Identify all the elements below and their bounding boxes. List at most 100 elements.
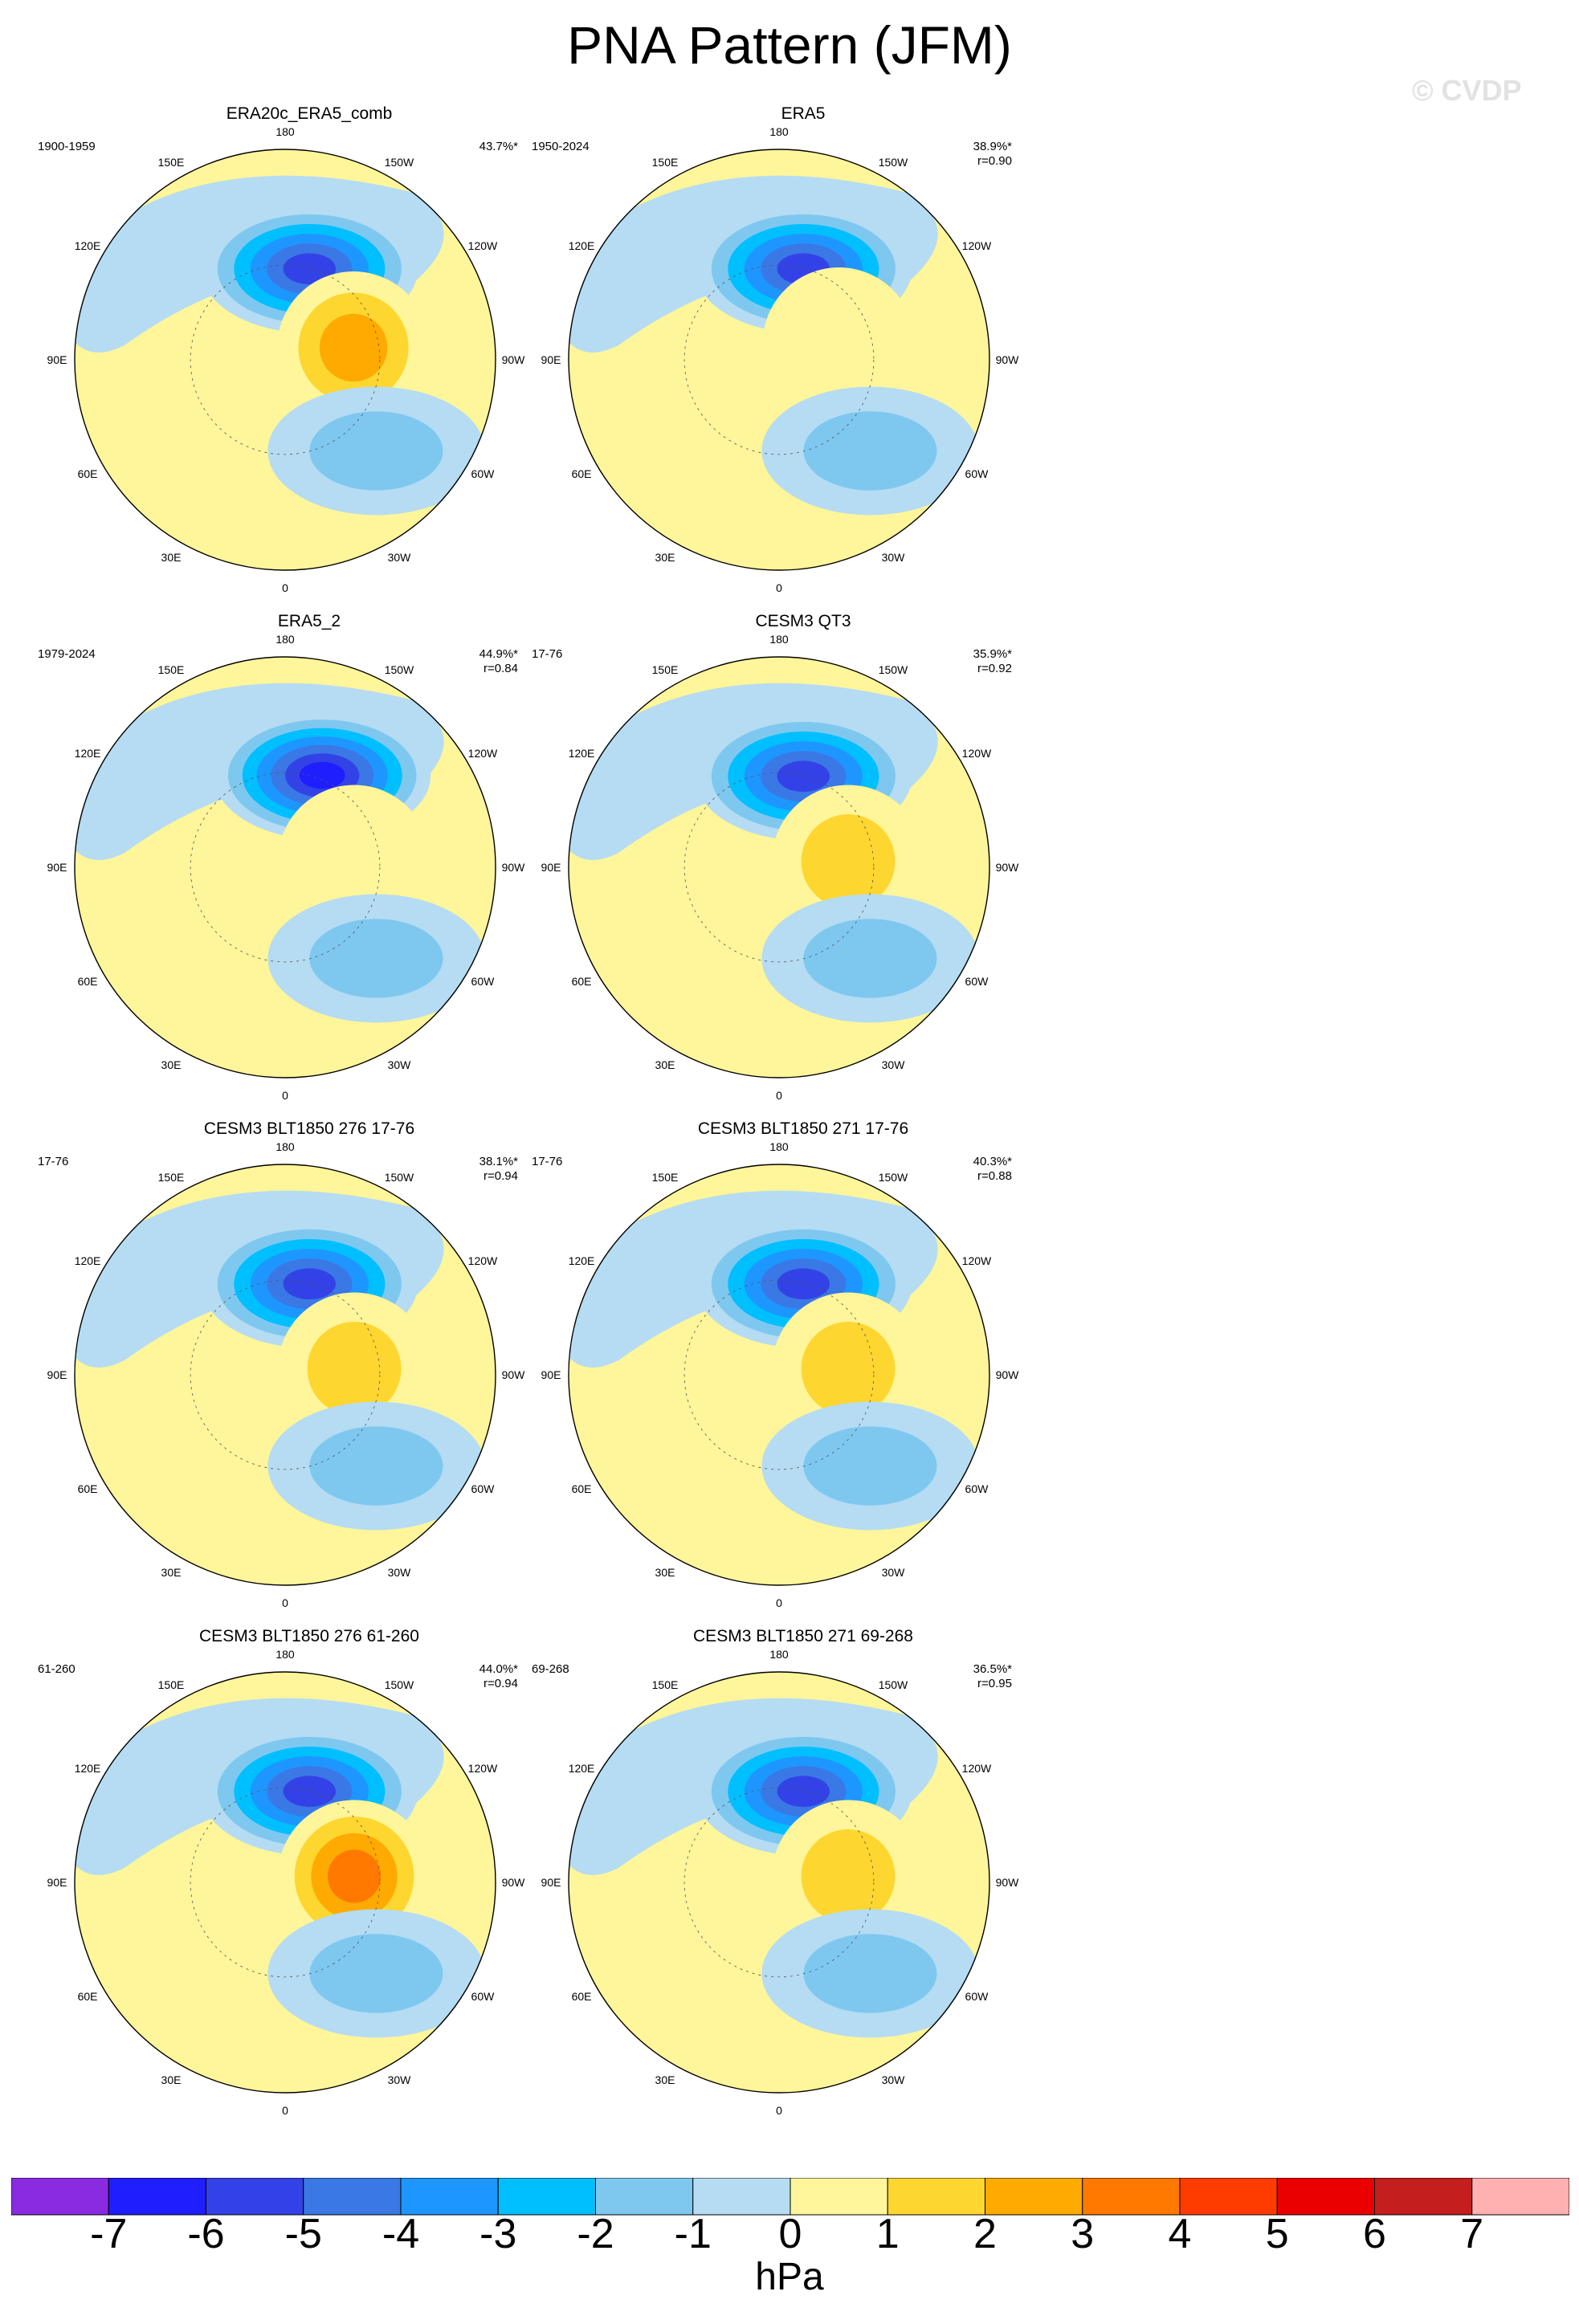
colorbar-swatch (303, 2178, 402, 2216)
panel-correlation: r=0.84 (483, 662, 518, 675)
longitude-label: 120W (468, 747, 498, 760)
figure-title: PNA Pattern (JFM) (567, 15, 1012, 75)
longitude-label: 120E (75, 1254, 101, 1267)
longitude-label: 180 (275, 1648, 295, 1661)
coastline-hint (190, 1787, 381, 1978)
longitude-label: 120W (468, 1762, 498, 1775)
colorbar-tick-labels: -7 -6 -5 -4 -3 -2 -1 0 1 2 3 4 5 6 7 (0, 2210, 1579, 2266)
colorbar-tick: -6 (187, 2211, 225, 2257)
longitude-label: 30W (882, 2073, 906, 2086)
longitude-label: 60W (965, 467, 989, 480)
longitude-label: 60W (965, 975, 989, 988)
longitude-label: 60E (78, 1482, 98, 1495)
colorbar-swatch (887, 2178, 985, 2216)
panel-variance: 38.9%* (973, 140, 1012, 153)
colorbar-tick: -7 (90, 2211, 128, 2257)
longitude-label: 150E (158, 663, 185, 676)
longitude-label: 0 (776, 581, 782, 594)
map-boundary (74, 656, 496, 1078)
panel-variance: 40.3%* (973, 1155, 1012, 1168)
longitude-label: 150W (879, 1171, 908, 1184)
map-globe: 180 150E 120E 90E 60E 30E 0 30W 60W 90W 120W 150W (47, 1140, 526, 1609)
longitude-label: 120E (569, 747, 595, 760)
longitude-label: 150E (158, 156, 185, 169)
longitude-label: 150W (385, 156, 414, 169)
longitude-label: 90W (996, 1876, 1020, 1889)
coastline-hint (683, 264, 875, 455)
colorbar-swatch (692, 2178, 791, 2216)
map-globe: 180 150E 120E 90E 60E 30E 0 30W 60W 90W 120W 150W (47, 633, 526, 1102)
panel-title: CESM3 BLT1850 276 61-260 (199, 1627, 419, 1645)
longitude-label: 30E (161, 551, 182, 564)
map-panel: 180 150E 120E 90E 60E 30E 0 30W 60W 90W 120W 150W CE… (522, 1627, 1084, 2141)
map-globe: 180 150E 120E 90E 60E 30E 0 30W 60W 90W 120W 150W (541, 633, 1020, 1102)
low-contour-2 (803, 1934, 937, 2013)
longitude-label: 120E (569, 1254, 595, 1267)
longitude-label: 30W (882, 1566, 906, 1579)
longitude-label: 120W (962, 1762, 992, 1775)
longitude-label: 120W (962, 239, 992, 252)
longitude-label: 30E (655, 1058, 675, 1071)
longitude-label: 150W (385, 1171, 414, 1184)
coastline-hint (683, 1279, 875, 1470)
low-contour-2 (309, 1934, 443, 2013)
colorbar-tick: 5 (1265, 2211, 1289, 2257)
longitude-label: 60E (78, 467, 98, 480)
map-panel: 180 150E 120E 90E 60E 30E 0 30W 60W 90W 120W 150W ER… (28, 612, 590, 1126)
map-panel: 180 150E 120E 90E 60E 30E 0 30W 60W 90W 120W 150W ER… (522, 104, 1084, 618)
colorbar-tick: 2 (973, 2211, 997, 2257)
longitude-label: 120E (569, 239, 595, 252)
longitude-label: 150E (652, 1678, 679, 1691)
longitude-label: 180 (275, 125, 295, 138)
longitude-label: 60E (572, 1482, 592, 1495)
longitude-label: 150E (652, 663, 679, 676)
longitude-label: 30E (161, 1566, 182, 1579)
panel-correlation: r=0.94 (483, 1677, 518, 1690)
longitude-label: 90E (541, 861, 561, 874)
panel-title: CESM3 BLT1850 271 17-76 (697, 1119, 909, 1138)
longitude-label: 60E (572, 975, 592, 988)
colorbar-swatch (1276, 2178, 1375, 2216)
longitude-label: 150W (385, 663, 414, 676)
high-contour-1 (762, 267, 916, 421)
longitude-label: 30E (655, 551, 675, 564)
panel-correlation: r=0.95 (977, 1677, 1012, 1690)
colorbar-swatch (985, 2178, 1083, 2216)
colorbar-swatch (108, 2178, 206, 2216)
panel-period: 1979-2024 (38, 647, 96, 661)
colorbar-swatch (1471, 2178, 1569, 2216)
map-panel: 180 150E 120E 90E 60E 30E 0 30W 60W 90W 120W 150W CE… (28, 1119, 590, 1633)
longitude-label: 150E (158, 1678, 185, 1691)
colorbar-swatch (206, 2178, 304, 2216)
longitude-label: 0 (282, 1089, 288, 1102)
coastline-hint (190, 264, 381, 455)
longitude-label: 120E (75, 747, 101, 760)
longitude-label: 0 (282, 2104, 288, 2117)
map-boundary (568, 1164, 990, 1586)
longitude-label: 90W (502, 353, 526, 366)
panel-period: 17-76 (38, 1155, 69, 1168)
longitude-label: 90E (47, 861, 67, 874)
longitude-label: 30W (388, 551, 412, 564)
map-globe: 180 150E 120E 90E 60E 30E 0 30W 60W 90W 120W 150W (47, 125, 526, 594)
longitude-label: 150W (879, 663, 908, 676)
panel-period: 17-76 (532, 1155, 563, 1168)
panel-correlation: r=0.88 (977, 1169, 1012, 1183)
colorbar-swatch (497, 2178, 596, 2216)
low-contour-7 (299, 761, 345, 789)
colorbar-tick: 6 (1363, 2211, 1386, 2257)
map-globe: 180 150E 120E 90E 60E 30E 0 30W 60W 90W 120W 150W (541, 1140, 1020, 1609)
low-contour-6 (283, 253, 337, 285)
panel-correlation: r=0.94 (483, 1169, 518, 1183)
longitude-label: 150E (652, 156, 679, 169)
longitude-label: 150W (385, 1678, 414, 1691)
longitude-label: 60W (471, 1482, 496, 1495)
longitude-label: 120E (569, 1762, 595, 1775)
low-contour-2 (803, 1426, 937, 1506)
map-boundary (568, 1671, 990, 2094)
longitude-label: 90W (502, 1368, 526, 1381)
map-boundary (74, 149, 496, 571)
high-contour-2 (307, 1322, 402, 1416)
longitude-label: 90E (541, 353, 561, 366)
map-boundary (74, 1671, 496, 2094)
